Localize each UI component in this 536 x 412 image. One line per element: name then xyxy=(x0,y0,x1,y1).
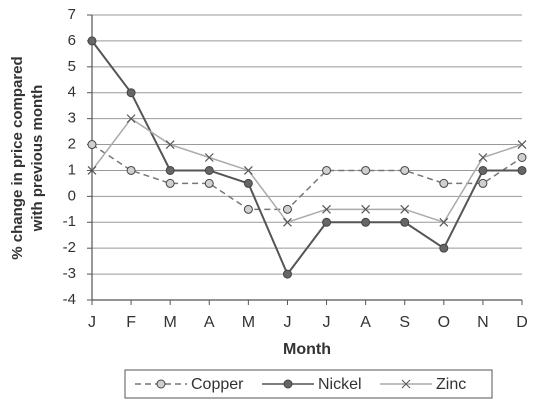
y-tick-label: -1 xyxy=(63,213,76,230)
marker xyxy=(87,166,97,175)
marker xyxy=(204,153,214,162)
y-tick-label: 0 xyxy=(68,187,76,204)
marker xyxy=(478,178,488,188)
y-tick-label: 4 xyxy=(68,84,76,101)
marker xyxy=(517,140,527,149)
x-tick-label: D xyxy=(516,314,528,331)
marker xyxy=(283,217,292,227)
y-tick-label: -4 xyxy=(63,291,76,308)
marker xyxy=(243,204,253,214)
marker xyxy=(400,204,410,214)
x-tick-label: M xyxy=(164,314,177,331)
x-tick-label: M xyxy=(242,314,255,331)
marker xyxy=(361,204,371,214)
x-tick-label: A xyxy=(204,314,215,331)
marker xyxy=(243,178,253,188)
x-axis-label: Month xyxy=(283,341,331,358)
legend-marker xyxy=(283,379,293,389)
marker xyxy=(165,178,175,188)
marker xyxy=(478,153,488,162)
marker xyxy=(243,166,253,175)
x-tick-label: A xyxy=(360,314,371,331)
marker xyxy=(322,204,331,214)
marker xyxy=(322,165,332,175)
marker xyxy=(361,165,371,175)
x-tick-label: F xyxy=(126,314,136,331)
y-tick-label: 1 xyxy=(68,161,76,178)
legend-label: Copper xyxy=(191,376,244,393)
series-line xyxy=(91,40,522,277)
y-tick-label: -2 xyxy=(63,239,76,256)
marker xyxy=(322,217,332,227)
marker xyxy=(517,165,527,175)
marker xyxy=(126,114,136,124)
series-line xyxy=(91,143,523,211)
y-tick-label: -3 xyxy=(63,265,76,282)
legend-label: Zinc xyxy=(436,376,466,393)
marker xyxy=(165,165,175,175)
x-tick-label: N xyxy=(477,314,489,331)
x-tick-label: J xyxy=(283,314,291,331)
x-tick-label: J xyxy=(88,314,96,331)
marker xyxy=(126,165,136,175)
y-axis-label: % change in price compared xyxy=(9,56,26,259)
marker xyxy=(87,36,97,46)
marker xyxy=(361,217,371,227)
marker xyxy=(400,217,410,227)
legend-marker xyxy=(401,379,411,389)
legend-box xyxy=(124,369,493,399)
y-tick-label: 6 xyxy=(68,32,76,49)
x-tick-label: O xyxy=(438,314,450,331)
marker xyxy=(517,153,527,162)
marker xyxy=(439,178,449,188)
marker xyxy=(87,140,97,150)
y-tick-label: 2 xyxy=(68,136,76,153)
marker xyxy=(165,140,175,149)
y-axis-label: with previous month xyxy=(29,85,46,233)
series-line xyxy=(91,117,523,224)
marker xyxy=(204,165,214,175)
marker xyxy=(439,217,449,227)
legend-marker xyxy=(156,379,166,389)
marker xyxy=(400,165,410,175)
marker xyxy=(282,204,292,214)
x-tick-label: J xyxy=(323,314,331,331)
marker xyxy=(439,243,449,253)
legend-label: Nickel xyxy=(318,376,362,393)
y-tick-label: 7 xyxy=(68,6,76,23)
marker xyxy=(204,178,214,188)
marker xyxy=(126,88,136,98)
marker xyxy=(478,165,488,175)
y-tick-label: 5 xyxy=(68,58,76,75)
x-tick-label: S xyxy=(399,314,410,331)
marker xyxy=(282,269,292,279)
y-tick-label: 3 xyxy=(68,110,76,127)
